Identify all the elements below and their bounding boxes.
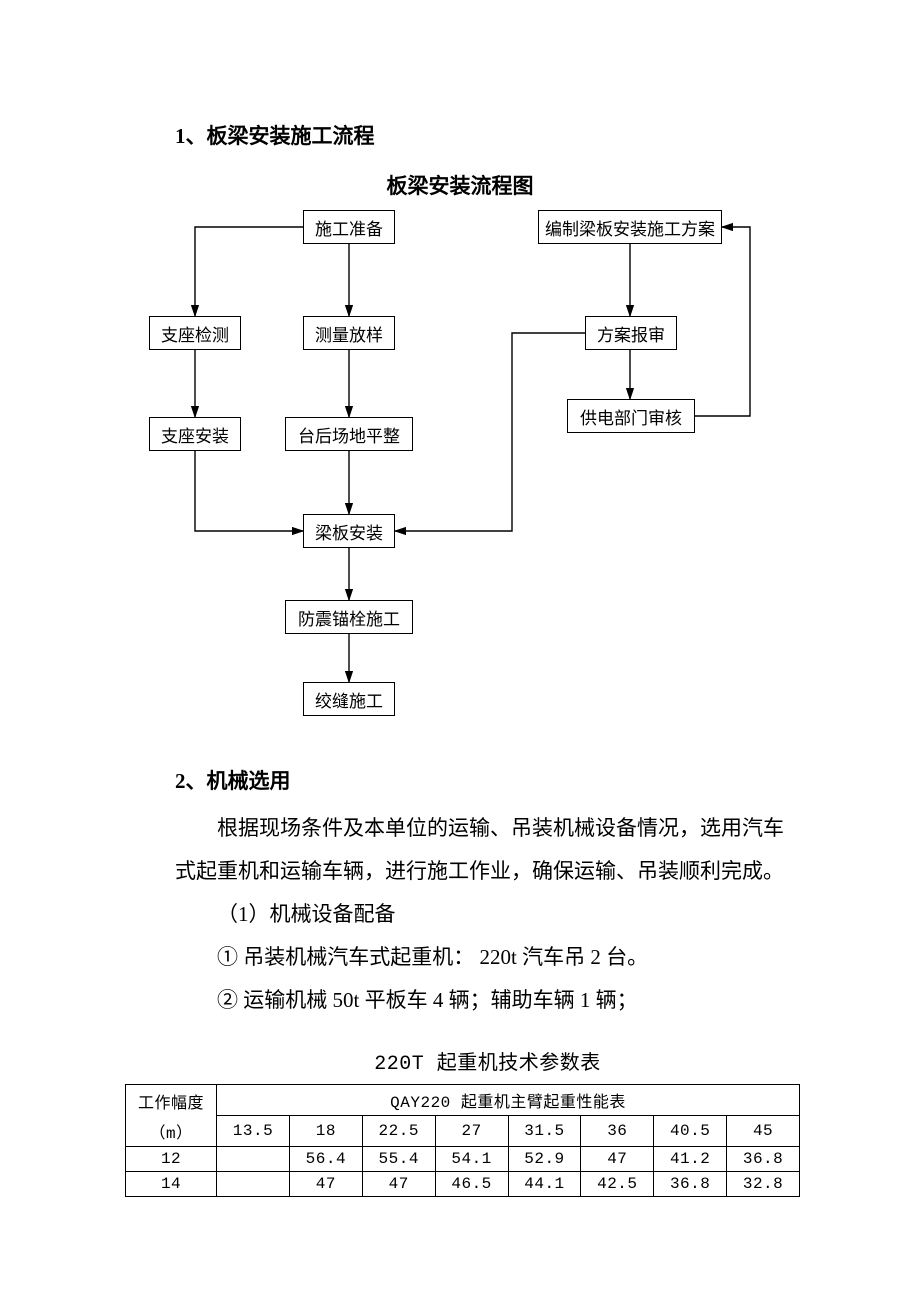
flowchart: 施工准备 编制梁板安装施工方案支座检测 测量放样 方案报审支座安装 台后场地平整 供电部门…: [120, 210, 800, 730]
para-1: 根据现场条件及本单位的运输、吊装机械设备情况，选用汽车式起重机和运输车辆，进行施…: [175, 807, 800, 893]
section1-heading: 1、板梁安装施工流程: [175, 120, 800, 150]
flow-edge: [195, 451, 303, 531]
table-cell: 46.5: [435, 1171, 508, 1196]
table-rowhead-label-bot: （m）: [126, 1116, 217, 1147]
table-cell: 44.1: [508, 1171, 581, 1196]
table-col-header: 18: [289, 1116, 362, 1147]
flow-node-n11: 绞缝施工: [303, 682, 395, 716]
table-cell: 47: [289, 1171, 362, 1196]
table-cell: 54.1: [435, 1146, 508, 1171]
table-row: 14474746.544.142.536.832.8: [126, 1171, 800, 1196]
table-col-header: 27: [435, 1116, 508, 1147]
table-cell: [217, 1171, 290, 1196]
flow-node-n6: 支座安装: [149, 417, 241, 451]
table-cell: 41.2: [654, 1146, 727, 1171]
section2-body: 2、机械选用 根据现场条件及本单位的运输、吊装机械设备情况，选用汽车式起重机和运…: [175, 760, 800, 1022]
table-cell: 47: [581, 1146, 654, 1171]
para-3: ① 吊装机械汽车式起重机： 220t 汽车吊 2 台。: [175, 936, 800, 979]
table-rowhead-label-top: 工作幅度: [126, 1085, 217, 1116]
table-col-header: 40.5: [654, 1116, 727, 1147]
flow-node-n9: 梁板安装: [303, 514, 395, 548]
table-cell: 36.8: [654, 1171, 727, 1196]
flow-node-n5: 方案报审: [585, 316, 677, 350]
table-cell: 42.5: [581, 1171, 654, 1196]
flowchart-title: 板梁安装流程图: [120, 170, 800, 200]
flow-node-n1: 施工准备: [303, 210, 395, 244]
flow-edge: [195, 227, 303, 316]
flow-edge: [395, 333, 585, 531]
flow-node-n10: 防震锚栓施工: [285, 600, 413, 634]
section2-heading: 2、机械选用: [175, 760, 800, 803]
table-cell: 55.4: [362, 1146, 435, 1171]
table-cell: 47: [362, 1171, 435, 1196]
flow-node-n3: 支座检测: [149, 316, 241, 350]
flowchart-edges: [120, 210, 800, 730]
table-cell: 52.9: [508, 1146, 581, 1171]
table-col-header: 45: [727, 1116, 800, 1147]
table-cell: [217, 1146, 290, 1171]
table-cell: 56.4: [289, 1146, 362, 1171]
table-caption: 220T 起重机技术参数表: [175, 1046, 800, 1076]
table-row: 12 56.455.454.152.94741.236.8: [126, 1146, 800, 1171]
table-cell: 36.8: [727, 1146, 800, 1171]
table-col-header: 13.5: [217, 1116, 290, 1147]
crane-param-table: 工作幅度QAY220 起重机主臂起重性能表（m）13.51822.52731.5…: [125, 1084, 800, 1197]
table-col-header: 22.5: [362, 1116, 435, 1147]
flow-node-n8: 供电部门审核: [567, 399, 695, 433]
table-spanner: QAY220 起重机主臂起重性能表: [217, 1085, 800, 1116]
flow-node-n7: 台后场地平整: [285, 417, 413, 451]
table-col-header: 36: [581, 1116, 654, 1147]
para-2: （1）机械设备配备: [175, 893, 800, 936]
flow-node-n2: 编制梁板安装施工方案: [538, 210, 722, 244]
table-cell: 32.8: [727, 1171, 800, 1196]
flow-node-n4: 测量放样: [303, 316, 395, 350]
para-4: ② 运输机械 50t 平板车 4 辆；辅助车辆 1 辆；: [175, 979, 800, 1022]
table-col-header: 31.5: [508, 1116, 581, 1147]
table-row-head: 12: [126, 1146, 217, 1171]
flow-edge: [695, 227, 750, 416]
table-row-head: 14: [126, 1171, 217, 1196]
